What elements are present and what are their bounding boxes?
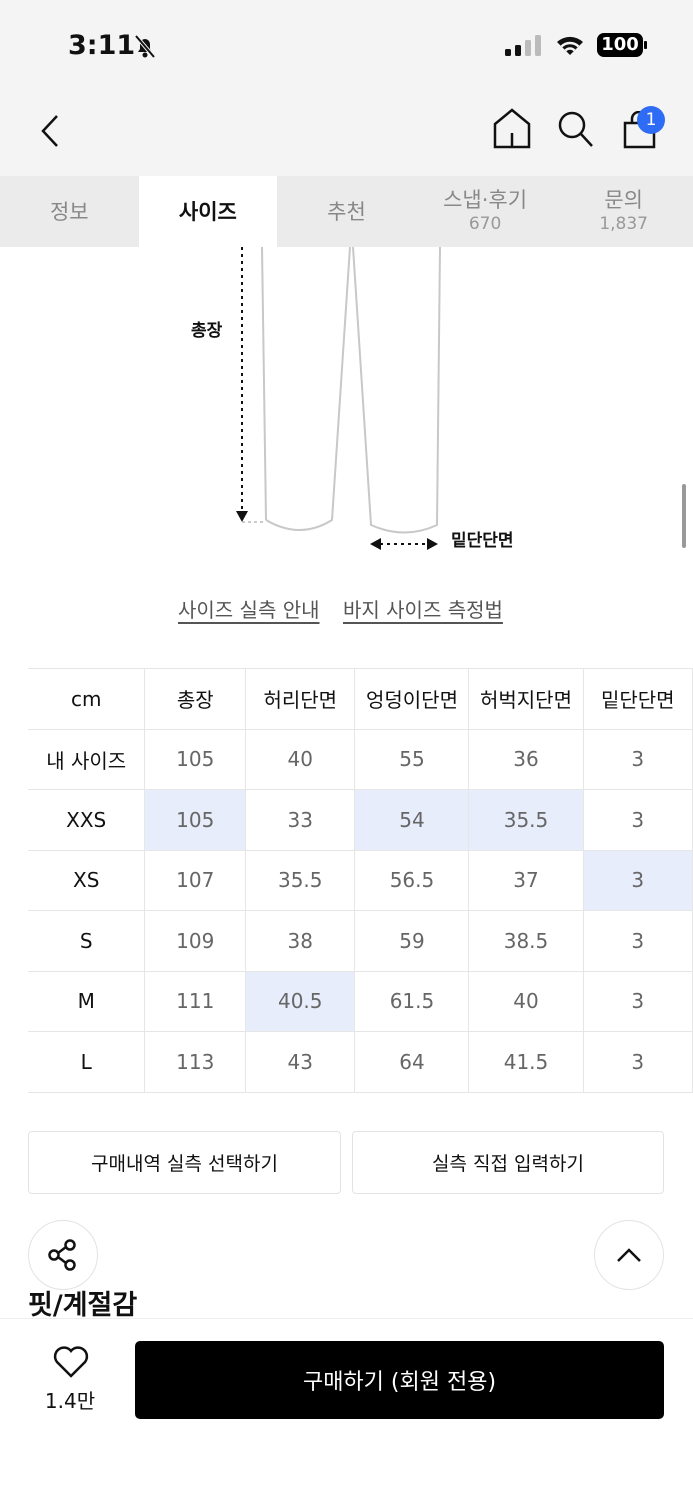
table-cell: 3 [582,970,693,1032]
pants-diagram [236,247,441,550]
tab-label: 추천 [327,199,366,224]
measure-guide-link[interactable]: 바지 사이즈 측정법 [343,598,503,622]
table-cell: 3 [582,910,693,972]
column-header: 엉덩이단면 [354,668,470,730]
heart-icon[interactable] [52,1345,90,1379]
purchase-history-button[interactable]: 구매내역 실측 선택하기 [28,1131,341,1194]
top-nav: 1 [0,85,693,176]
tab-reviews[interactable]: 스냅·후기 670 [416,176,555,247]
bottom-bar: 1.4만 구매하기 (회원 전용) [0,1318,693,1500]
table-cell: 40 [468,970,584,1032]
battery-icon: 100 [597,33,643,57]
table-cell: 105 [144,789,247,851]
table-cell: 113 [144,1031,247,1093]
tab-label: 정보 [49,199,89,224]
table-cell: 59 [354,910,470,972]
wifi-icon [557,36,583,55]
manual-input-button[interactable]: 실측 직접 입력하기 [352,1131,664,1194]
table-cell: 3 [582,849,693,911]
share-icon [48,1239,76,1271]
length-label: 총장 [191,321,223,341]
scrollbar[interactable] [682,484,686,548]
table-cell: 55 [354,728,470,790]
chevron-left-icon[interactable] [38,113,62,149]
cart-badge: 1 [637,106,665,134]
column-header: cm [28,668,146,730]
tab-label: 사이즈 [178,199,237,224]
table-cell: 107 [144,849,247,911]
section-title: 핏/계절감 [28,1290,138,1321]
table-cell: 33 [245,789,356,851]
signal-icon [505,35,541,56]
chevron-up-icon [617,1248,641,1262]
table-cell: 35.5 [468,789,584,851]
table-cell: 64 [354,1031,470,1093]
column-header: 허리단면 [245,668,356,730]
tab-size[interactable]: 사이즈 [138,176,278,247]
size-table: cm 총장 허리단면 엉덩이단면 허벅지단면 밑단단면 내 사이즈 105 40 55 36 3 XXS… [28,668,693,1093]
search-icon[interactable] [556,109,596,149]
size-label: L [28,1031,146,1093]
tab-bar: 정보 사이즈 추천 스냅·후기 670 문의 1,837 [0,176,693,247]
bell-slash-icon [134,34,156,59]
table-cell: 3 [582,728,693,790]
table-cell: 40 [245,728,356,790]
size-guide-link[interactable]: 사이즈 실측 안내 [178,598,320,622]
table-cell: 54 [354,789,470,851]
column-header: 허벅지단면 [468,668,584,730]
table-row[interactable]: XS 107 35.5 56.5 37 3 [28,849,693,911]
table-cell: 35.5 [245,849,356,911]
table-cell: 61.5 [354,970,470,1032]
size-label: 내 사이즈 [28,728,146,790]
status-bar: 3:11 100 [0,0,693,85]
table-cell: 105 [144,728,247,790]
share-button[interactable] [28,1220,98,1290]
tab-count: 1,837 [599,213,648,234]
table-cell: 3 [582,1031,693,1093]
size-label: XXS [28,789,146,851]
table-cell: 37 [468,849,584,911]
table-row[interactable]: M 111 40.5 61.5 40 3 [28,970,693,1032]
table-cell: 38 [245,910,356,972]
tab-recommend[interactable]: 추천 [277,176,416,247]
like-count: 1.4만 [44,1389,96,1413]
table-cell: 36 [468,728,584,790]
size-label: M [28,970,146,1032]
table-cell: 43 [245,1031,356,1093]
table-cell: 56.5 [354,849,470,911]
size-label: XS [28,849,146,911]
table-cell: 40.5 [245,970,356,1032]
clock: 3:11 [68,30,136,61]
tab-inquiry[interactable]: 문의 1,837 [554,176,693,247]
table-header-row: cm 총장 허리단면 엉덩이단면 허벅지단면 밑단단면 [28,668,693,730]
column-header: 밑단단면 [582,668,693,730]
table-cell: 3 [582,789,693,851]
tab-count: 670 [468,213,502,234]
size-label: S [28,910,146,972]
table-cell: 41.5 [468,1031,584,1093]
table-cell: 111 [144,970,247,1032]
table-row[interactable]: XXS 105 33 54 35.5 3 [28,789,693,851]
tab-label: 스냅·후기 [443,187,528,212]
table-row[interactable]: L 113 43 64 41.5 3 [28,1031,693,1093]
scroll-top-button[interactable] [594,1220,664,1290]
table-cell: 38.5 [468,910,584,972]
table-row[interactable]: S 109 38 59 38.5 3 [28,910,693,972]
hem-label: 밑단단면 [451,531,514,551]
table-row[interactable]: 내 사이즈 105 40 55 36 3 [28,728,693,790]
home-icon[interactable] [492,107,532,149]
tab-info[interactable]: 정보 [0,176,139,247]
tab-label: 문의 [604,187,643,212]
column-header: 총장 [144,668,247,730]
buy-button[interactable]: 구매하기 (회원 전용) [135,1341,664,1419]
table-cell: 109 [144,910,247,972]
